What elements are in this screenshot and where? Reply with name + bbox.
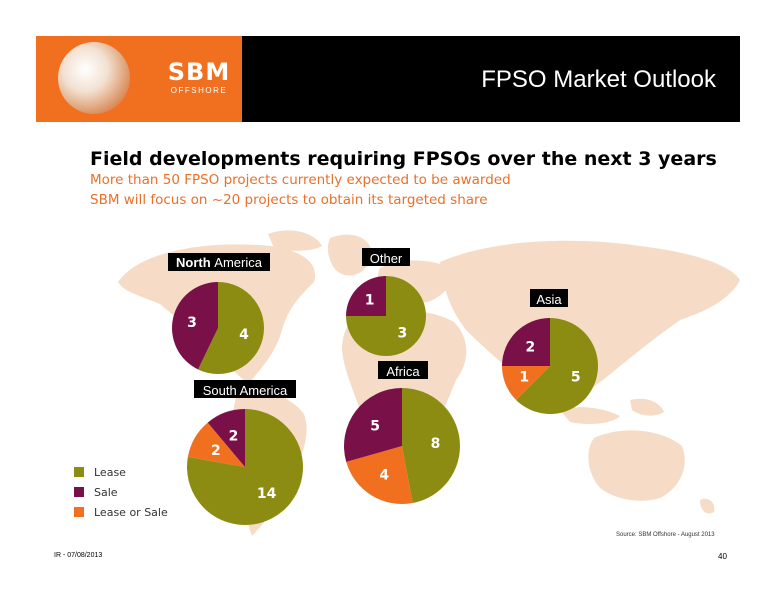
- pie-value-other-lease: 3: [398, 325, 408, 341]
- pie-slice-africa-sale: [344, 388, 402, 462]
- pie-title-africa: Africa: [386, 364, 420, 379]
- subtitle-1: More than 50 FPSO projects currently exp…: [90, 172, 511, 188]
- legend-swatch-lease-or-sale: [74, 507, 84, 517]
- footer-date: IR - 07/08/2013: [54, 552, 103, 559]
- legend-label-lease: Lease: [94, 465, 126, 479]
- pie-slice-africa-lease: [402, 388, 461, 504]
- pie-title-north-america: North America: [176, 255, 263, 270]
- legend: Lease Sale Lease or Sale: [74, 462, 168, 522]
- pie-title-box-africa: [378, 361, 428, 379]
- pie-slice-asia-lease-or-sale: [502, 366, 550, 400]
- pie-value-other-sale: 1: [365, 293, 375, 309]
- legend-swatch-lease: [74, 467, 84, 477]
- globe-icon: [58, 42, 130, 114]
- pie-value-asia-lease: 5: [571, 370, 581, 386]
- source-note: Source: SBM Offshore - August 2013: [616, 532, 715, 538]
- legend-label-lease-or-sale: Lease or Sale: [94, 505, 168, 519]
- header-banner: SBM OFFSHORE FPSO Market Outlook: [36, 36, 740, 122]
- pie-value-asia-lease-or-sale: 1: [519, 370, 529, 386]
- page-number: 40: [718, 552, 727, 561]
- pie-slice-africa-lease-or-sale: [346, 446, 413, 505]
- pie-slice-asia-lease: [516, 318, 598, 414]
- pie-title-text-asia: Asia: [536, 292, 562, 307]
- pie-slice-south-america-lease: [187, 409, 303, 526]
- logo-sub: OFFSHORE: [170, 86, 228, 95]
- pie-slice-south-america-sale: [207, 409, 245, 467]
- pie-title-bold-north-america: North: [176, 255, 214, 270]
- pie-title-south-america: South America: [203, 383, 288, 398]
- pie-title-text-other: Other: [370, 251, 403, 266]
- pie-value-south-america-lease-or-sale: 2: [211, 443, 221, 459]
- pie-title-box-other: [362, 248, 410, 266]
- pie-value-africa-sale: 5: [370, 419, 380, 435]
- pie-title-text-south-america: South America: [203, 383, 288, 398]
- sbm-logo: SBM OFFSHORE: [166, 60, 232, 95]
- pie-value-south-america-lease: 14: [257, 486, 277, 502]
- legend-item-lease-or-sale: Lease or Sale: [74, 502, 168, 522]
- pie-slice-asia-sale: [502, 318, 550, 366]
- pie-title-box-south-america: [194, 380, 296, 398]
- pie-title-other: Other: [370, 251, 403, 266]
- pie-title-text-north-america: America: [214, 255, 262, 270]
- pie-title-box-north-america: [168, 253, 270, 271]
- legend-label-sale: Sale: [94, 485, 118, 499]
- pie-title-text-africa: Africa: [386, 364, 420, 379]
- subtitle-2: SBM will focus on ~20 projects to obtain…: [90, 192, 488, 208]
- pie-title-asia: Asia: [536, 292, 562, 307]
- legend-item-sale: Sale: [74, 482, 168, 502]
- legend-item-lease: Lease: [74, 462, 168, 482]
- headline: Field developments requiring FPSOs over …: [90, 148, 717, 170]
- pie-value-north-america-sale: 3: [187, 315, 197, 331]
- page-title: FPSO Market Outlook: [481, 66, 716, 93]
- pie-slice-other-sale: [346, 276, 386, 316]
- pie-value-asia-sale: 2: [525, 339, 535, 355]
- pie-slice-north-america-lease: [198, 282, 264, 375]
- pie-title-box-asia: [530, 289, 568, 307]
- pie-slice-north-america-sale: [171, 282, 218, 370]
- legend-swatch-sale: [74, 487, 84, 497]
- pie-value-north-america-lease: 4: [239, 327, 249, 343]
- pie-slice-south-america-lease-or-sale: [187, 422, 245, 467]
- logo-mark: SBM: [167, 58, 231, 86]
- logo-panel: SBM OFFSHORE: [36, 36, 242, 122]
- pie-value-africa-lease: 8: [431, 436, 441, 452]
- pie-value-south-america-sale: 2: [229, 428, 239, 444]
- pie-value-africa-lease-or-sale: 4: [379, 468, 389, 484]
